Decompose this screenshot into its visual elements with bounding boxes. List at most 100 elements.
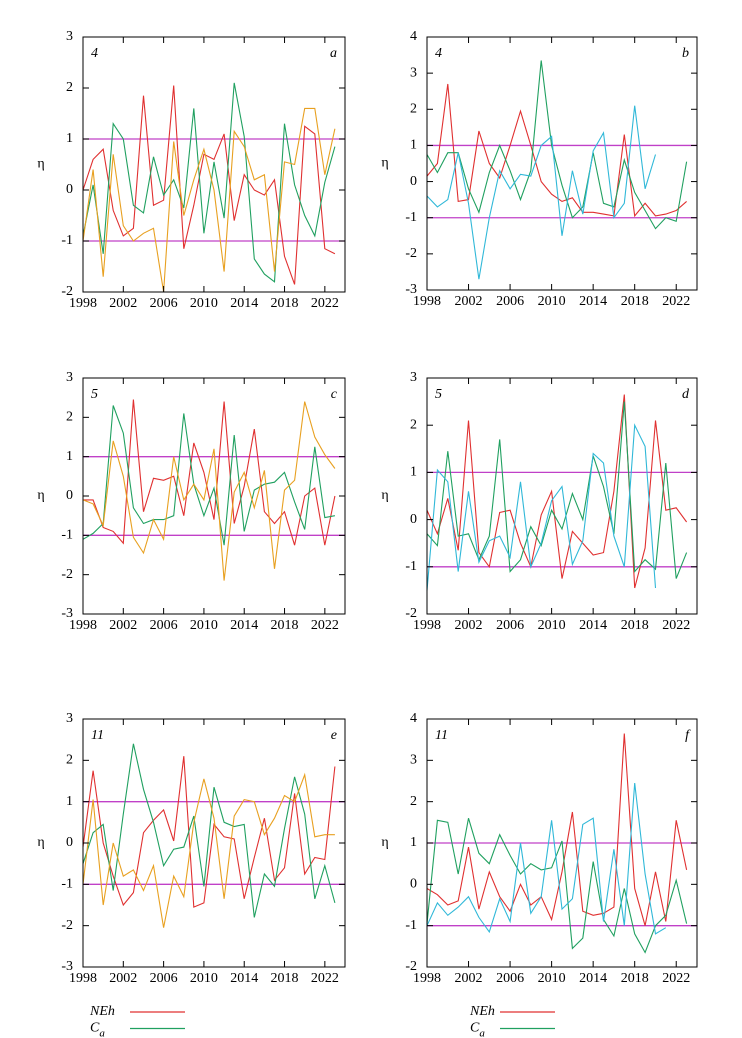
y-axis-label: η: [37, 157, 44, 172]
x-tick-label: 2006: [496, 971, 524, 986]
series-line: [82, 82, 336, 283]
series-line: [426, 783, 667, 935]
series-line: [83, 399, 336, 546]
corner-label: 11: [435, 728, 448, 743]
x-tick-label: 2002: [455, 618, 483, 633]
y-tick-label: -2: [61, 918, 73, 933]
y-axis-label: η: [381, 488, 388, 503]
y-tick-label: 0: [66, 488, 73, 503]
x-tick-label: 2018: [621, 618, 649, 633]
x-tick-label: 1998: [413, 971, 441, 986]
corner-label: 5: [435, 387, 442, 402]
y-tick-label: 1: [66, 794, 73, 809]
x-tick-label: 2010: [190, 296, 218, 311]
x-tick-label: 2006: [496, 294, 524, 309]
legend-name: NEh: [89, 1004, 115, 1019]
y-axis-label: η: [37, 488, 44, 503]
series-line: [82, 756, 336, 908]
y-tick-label: 0: [410, 512, 417, 527]
legend-label: NEh: [469, 1004, 495, 1019]
series-line: [426, 105, 657, 280]
y-tick-label: -1: [405, 918, 417, 933]
x-tick-label: 2014: [230, 296, 258, 311]
series-line: [426, 401, 688, 579]
y-tick-label: 4: [410, 711, 417, 726]
y-tick-label: -2: [61, 567, 73, 582]
legend-name: C: [90, 1021, 100, 1036]
legend-subscript: a: [99, 1027, 105, 1038]
panel-letter: f: [685, 728, 691, 743]
x-tick-label: 1998: [413, 618, 441, 633]
y-tick-label: -1: [405, 210, 417, 225]
series-line: [426, 733, 688, 926]
y-tick-label: -1: [61, 528, 73, 543]
legend-subscript: a: [479, 1027, 485, 1038]
x-tick-label: 2014: [579, 618, 607, 633]
y-axis-label: η: [381, 835, 388, 850]
y-tick-label: -3: [61, 606, 73, 621]
corner-label: 11: [91, 728, 104, 743]
panel-letter: b: [682, 46, 689, 61]
y-tick-label: 2: [410, 794, 417, 809]
y-tick-label: -1: [61, 233, 73, 248]
y-tick-label: 0: [410, 877, 417, 892]
x-tick-label: 2018: [271, 618, 299, 633]
x-tick-label: 2014: [230, 618, 258, 633]
y-tick-label: 3: [66, 711, 73, 726]
x-tick-label: 2010: [538, 618, 566, 633]
x-tick-label: 2022: [662, 971, 690, 986]
plot-frame: [82, 36, 346, 293]
legend-label: NEh: [89, 1004, 115, 1019]
y-tick-label: 2: [410, 102, 417, 117]
y-tick-label: 1: [66, 449, 73, 464]
legend-name: NEh: [469, 1004, 495, 1019]
series-line: [82, 772, 335, 928]
series-line: [82, 401, 336, 581]
x-tick-label: 2010: [538, 971, 566, 986]
x-tick-label: 2006: [150, 618, 178, 633]
y-tick-label: -3: [61, 959, 73, 974]
y-tick-label: -2: [405, 606, 417, 621]
x-tick-label: 2022: [311, 618, 339, 633]
y-tick-label: 2: [410, 417, 417, 432]
legend-label: Ca: [470, 1021, 485, 1038]
y-tick-label: 4: [410, 29, 417, 44]
corner-label: 4: [435, 46, 442, 61]
series-line: [82, 107, 336, 293]
series-line: [82, 405, 336, 546]
x-tick-label: 2002: [109, 296, 137, 311]
y-tick-label: 2: [66, 410, 73, 425]
series-line: [426, 394, 688, 589]
x-tick-label: 2006: [496, 618, 524, 633]
x-tick-label: 2010: [190, 971, 218, 986]
x-tick-label: 2002: [455, 971, 483, 986]
x-tick-label: 2002: [109, 618, 137, 633]
x-tick-label: 2002: [455, 294, 483, 309]
y-tick-label: 3: [410, 370, 417, 385]
series-line: [426, 83, 687, 218]
corner-label: 5: [91, 387, 98, 402]
y-tick-label: -2: [61, 284, 73, 299]
y-tick-label: -1: [405, 559, 417, 574]
x-tick-label: 2018: [271, 971, 299, 986]
x-tick-label: 2010: [538, 294, 566, 309]
y-tick-label: 3: [66, 370, 73, 385]
x-tick-label: 2022: [662, 294, 690, 309]
x-tick-label: 1998: [69, 971, 97, 986]
x-tick-label: 2014: [230, 971, 258, 986]
panel-letter: d: [682, 387, 690, 402]
x-tick-label: 2010: [190, 618, 218, 633]
y-tick-label: 2: [66, 80, 73, 95]
x-tick-label: 2014: [579, 294, 607, 309]
x-tick-label: 2022: [311, 971, 339, 986]
y-tick-label: 3: [410, 65, 417, 80]
y-axis-label: η: [37, 835, 44, 850]
y-tick-label: 1: [410, 138, 417, 153]
series-line: [426, 60, 688, 230]
y-tick-label: 2: [66, 753, 73, 768]
corner-label: 4: [91, 46, 98, 61]
series-line: [426, 423, 657, 591]
y-axis-label: η: [381, 156, 388, 171]
x-tick-label: 2014: [579, 971, 607, 986]
